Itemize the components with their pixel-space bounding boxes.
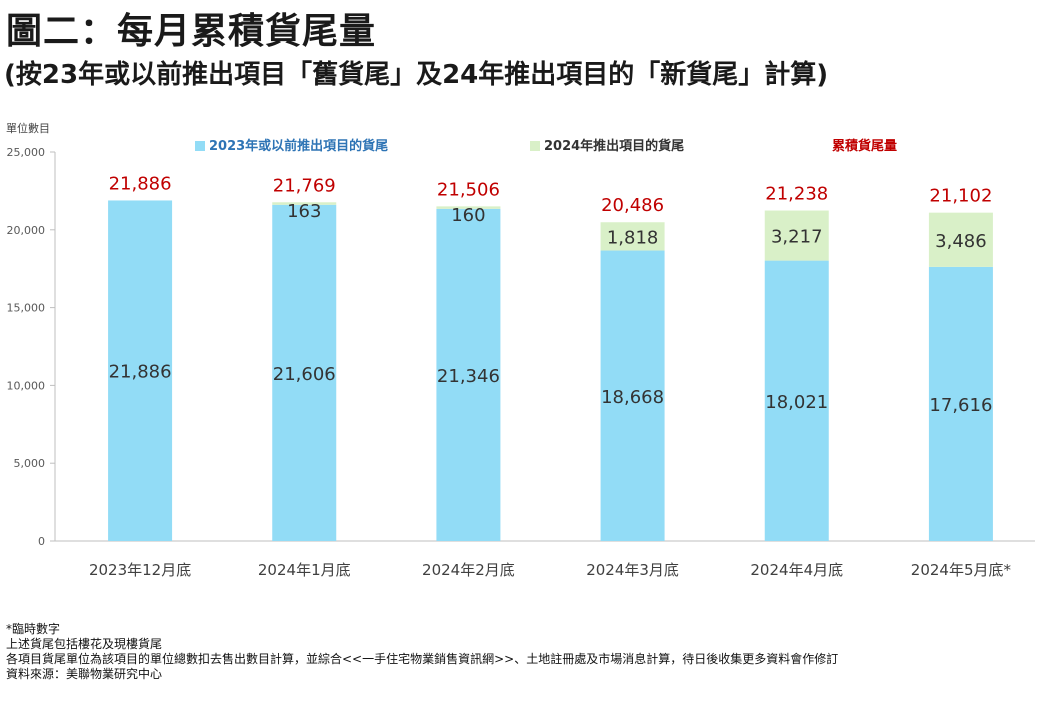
bar-old-stock-5 xyxy=(928,266,993,541)
x-tick-label-3: 2024年3月底 xyxy=(586,561,679,579)
data-label-new-stock-3: 1,818 xyxy=(607,227,659,248)
data-label-new-stock-4: 3,217 xyxy=(771,227,823,248)
data-label-new-stock-1: 163 xyxy=(287,201,321,222)
bar-new-stock-1 xyxy=(272,202,337,205)
data-label-total-2: 21,506 xyxy=(437,179,500,200)
bar-old-stock-2 xyxy=(436,208,501,541)
bar-new-stock-2 xyxy=(436,206,501,209)
data-label-old-stock-4: 18,021 xyxy=(765,392,828,413)
data-label-old-stock-0: 21,886 xyxy=(109,362,172,383)
bar-new-stock-4 xyxy=(764,210,829,261)
y-tick-label: 15,000 xyxy=(7,302,46,315)
y-tick-label: 25,000 xyxy=(7,146,46,159)
chart-title: 圖二：每月累積貨尾量 xyxy=(6,11,377,52)
legend-old-stock-label: 2023年或以前推出項目的貨尾 xyxy=(209,138,388,154)
footnotes: *臨時數字 上述貨尾包括樓花及現樓貨尾 各項目貨尾單位為該項目的單位總數扣去售出… xyxy=(6,622,838,682)
data-label-total-0: 21,886 xyxy=(109,173,172,194)
data-label-old-stock-1: 21,606 xyxy=(273,364,336,385)
x-tick-label-2: 2024年2月底 xyxy=(422,561,515,579)
data-label-new-stock-2: 160 xyxy=(451,205,485,226)
x-tick-label-5: 2024年5月底* xyxy=(911,561,1012,579)
bar-new-stock-5 xyxy=(928,212,993,267)
y-tick-label: 0 xyxy=(38,535,45,548)
data-label-old-stock-3: 18,668 xyxy=(601,387,664,408)
data-label-new-stock-5: 3,486 xyxy=(935,231,987,252)
bar-old-stock-1 xyxy=(272,204,337,541)
bar-old-stock-0 xyxy=(108,200,173,541)
data-label-total-5: 21,102 xyxy=(929,186,992,207)
y-axis-unit-label: 單位數目 xyxy=(6,122,50,135)
y-tick-label: 5,000 xyxy=(14,457,46,470)
bar-old-stock-3 xyxy=(600,250,665,541)
footnote-method: 各項目貨尾單位為該項目的單位總數扣去售出數目計算，並綜合<<一手住宅物業銷售資訊… xyxy=(6,652,839,666)
legend-new-stock-label: 2024年推出項目的貨尾 xyxy=(544,138,684,154)
y-tick-label: 20,000 xyxy=(7,224,46,237)
bar-new-stock-3 xyxy=(600,222,665,251)
x-tick-label-1: 2024年1月底 xyxy=(258,561,351,579)
footnote-provisional: *臨時數字 xyxy=(6,622,61,636)
stacked-bar-chart: 0 5,000 10,000 15,000 20,000 25,000 2023年或以前推出… xyxy=(7,138,1035,579)
data-label-total-1: 21,769 xyxy=(273,175,336,196)
legend-old-stock-swatch xyxy=(195,141,205,151)
legend-total-label: 累積貨尾量 xyxy=(832,138,897,154)
y-tick-label: 10,000 xyxy=(7,379,46,392)
chart-subtitle: (按23年或以前推出項目「舊貨尾」及24年推出項目的「新貨尾」計算) xyxy=(4,60,829,90)
data-label-old-stock-5: 17,616 xyxy=(929,395,992,416)
footnote-source: 資料來源：美聯物業研究中心 xyxy=(6,667,163,681)
data-label-old-stock-2: 21,346 xyxy=(437,366,500,387)
legend-new-stock-swatch xyxy=(530,141,540,151)
x-tick-label-0: 2023年12月底 xyxy=(89,561,191,579)
footnote-scope: 上述貨尾包括樓花及現樓貨尾 xyxy=(6,637,163,651)
data-label-total-3: 20,486 xyxy=(601,195,664,216)
x-tick-label-4: 2024年4月底 xyxy=(750,561,843,579)
bar-old-stock-4 xyxy=(764,260,829,541)
data-label-total-4: 21,238 xyxy=(765,184,828,205)
